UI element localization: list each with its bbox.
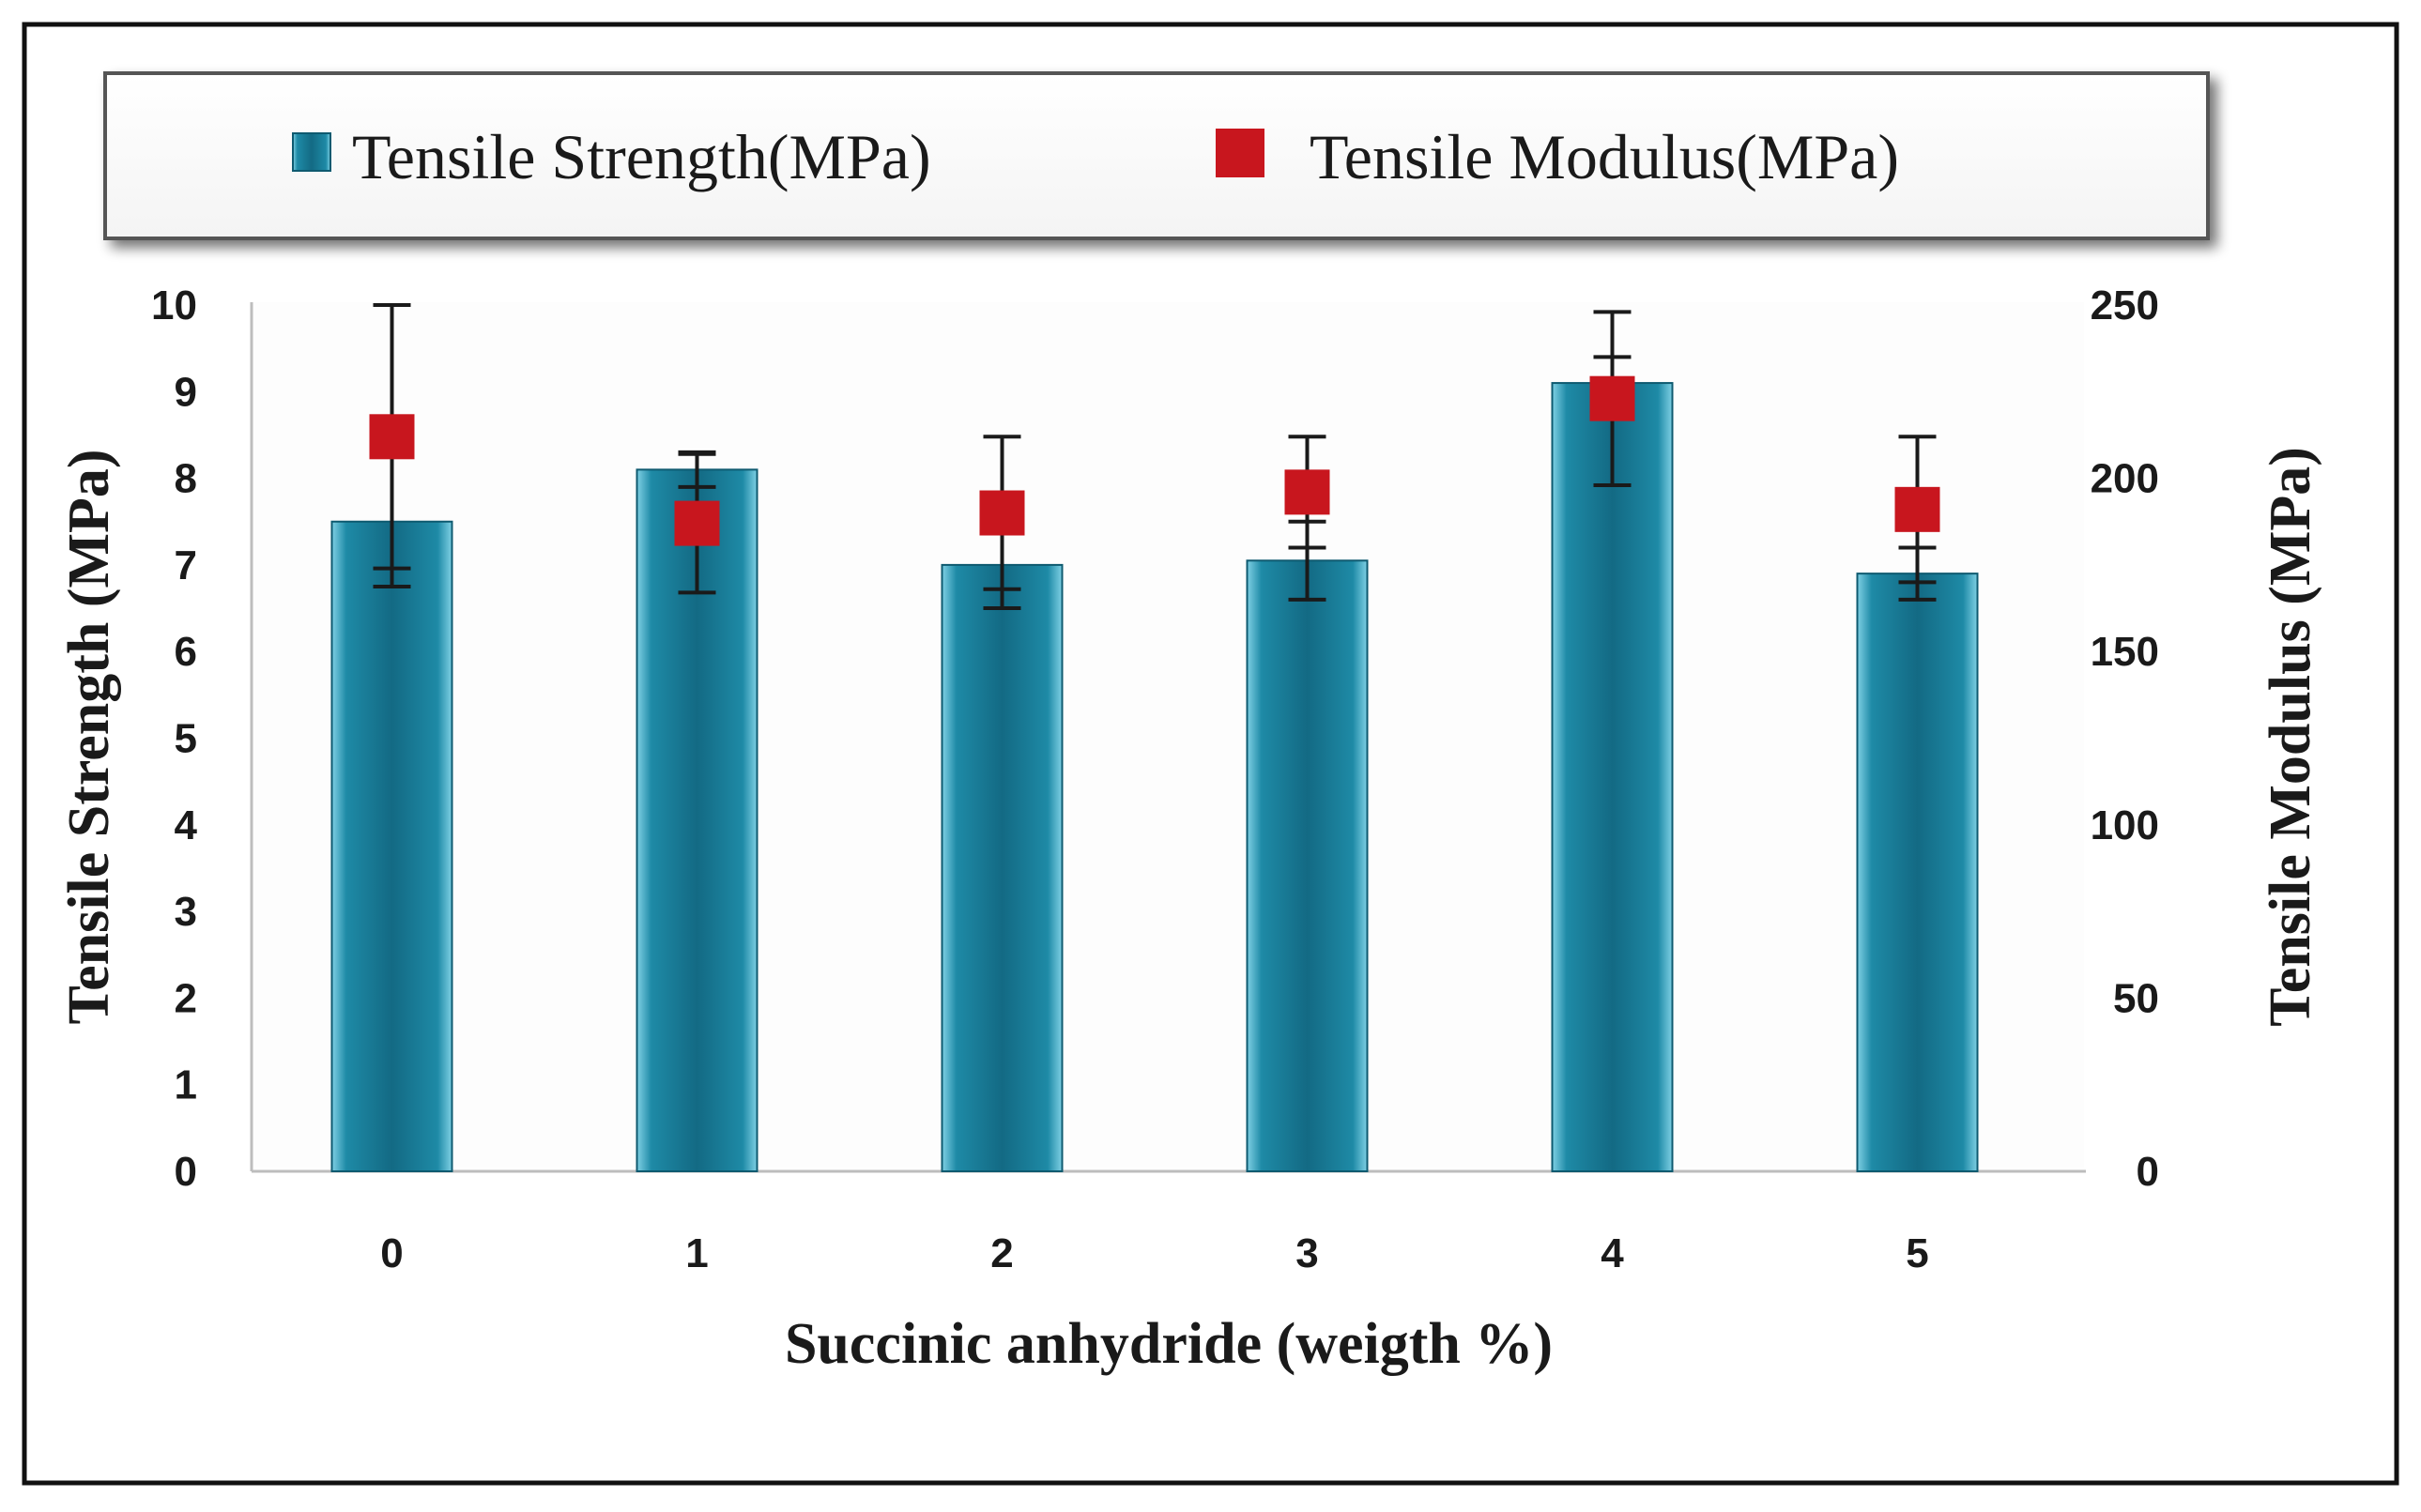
legend-swatch-tensile-modulus xyxy=(1216,129,1264,177)
left-y-tick-label: 0 xyxy=(175,1149,197,1195)
right-y-tick-label: 250 xyxy=(2091,283,2159,328)
marker-tensile-modulus xyxy=(979,490,1025,536)
right-y-tick-label: 50 xyxy=(2113,975,2159,1021)
x-tick-label: 4 xyxy=(1601,1230,1624,1276)
right-y-tick-label: 0 xyxy=(2137,1149,2159,1195)
legend-label-tensile-modulus: Tensile Modulus(MPa) xyxy=(1310,121,1899,192)
marker-tensile-modulus xyxy=(1589,375,1635,421)
x-axis-title: Succinic anhydride (weigth %) xyxy=(785,1312,1553,1376)
x-tick-label: 1 xyxy=(685,1230,708,1276)
legend-box xyxy=(103,71,2210,240)
x-tick-label: 0 xyxy=(380,1230,403,1276)
x-tick-label: 3 xyxy=(1295,1230,1318,1276)
left-y-tick-label: 6 xyxy=(175,629,197,675)
legend-label-tensile-strength: Tensile Strength(MPa) xyxy=(352,121,931,192)
bars xyxy=(330,382,1979,1172)
marker-tensile-modulus xyxy=(674,500,720,546)
bar-tensile-strength xyxy=(330,520,453,1172)
legend-swatch-tensile-strength xyxy=(292,132,331,172)
bar-tensile-strength xyxy=(941,563,1064,1172)
markers xyxy=(369,375,1940,546)
left-y-tick-label: 8 xyxy=(175,456,197,502)
plot-area xyxy=(253,302,2084,1168)
left-y-tick-label: 5 xyxy=(175,716,197,762)
right-axis-title: Tensile Modulus (MPa) xyxy=(2259,447,2322,1027)
left-y-ticks: 0 1 2 3 4 5 6 7 8 9 10 xyxy=(151,283,197,1195)
x-tick-label: 2 xyxy=(990,1230,1013,1276)
left-y-tick-label: 7 xyxy=(175,542,197,588)
left-axis-title: Tensile Strength (MPa) xyxy=(57,449,121,1024)
right-y-tick-label: 150 xyxy=(2091,629,2159,675)
left-y-tick-label: 9 xyxy=(175,369,197,415)
error-bars xyxy=(373,303,1937,611)
x-ticks: 0 1 2 3 4 5 xyxy=(380,1230,1928,1276)
left-y-tick-label: 10 xyxy=(151,283,197,328)
x-tick-label: 5 xyxy=(1906,1230,1928,1276)
right-y-tick-label: 200 xyxy=(2091,456,2159,502)
bar-tensile-strength xyxy=(1551,382,1674,1172)
left-y-tick-label: 3 xyxy=(175,889,197,935)
left-y-tick-label: 2 xyxy=(175,975,197,1021)
legend: Tensile Strength(MPa) Tensile Modulus(MP… xyxy=(103,71,2210,240)
right-y-tick-label: 100 xyxy=(2091,802,2159,848)
bar-tensile-strength xyxy=(1246,559,1369,1172)
left-y-tick-label: 4 xyxy=(175,802,198,848)
marker-tensile-modulus xyxy=(369,414,415,460)
marker-tensile-modulus xyxy=(1894,486,1940,532)
bar-tensile-strength xyxy=(1856,573,1979,1172)
left-y-tick-label: 1 xyxy=(175,1062,197,1108)
right-y-ticks: 0 50 100 150 200 250 xyxy=(2091,283,2159,1195)
marker-tensile-modulus xyxy=(1284,469,1330,515)
